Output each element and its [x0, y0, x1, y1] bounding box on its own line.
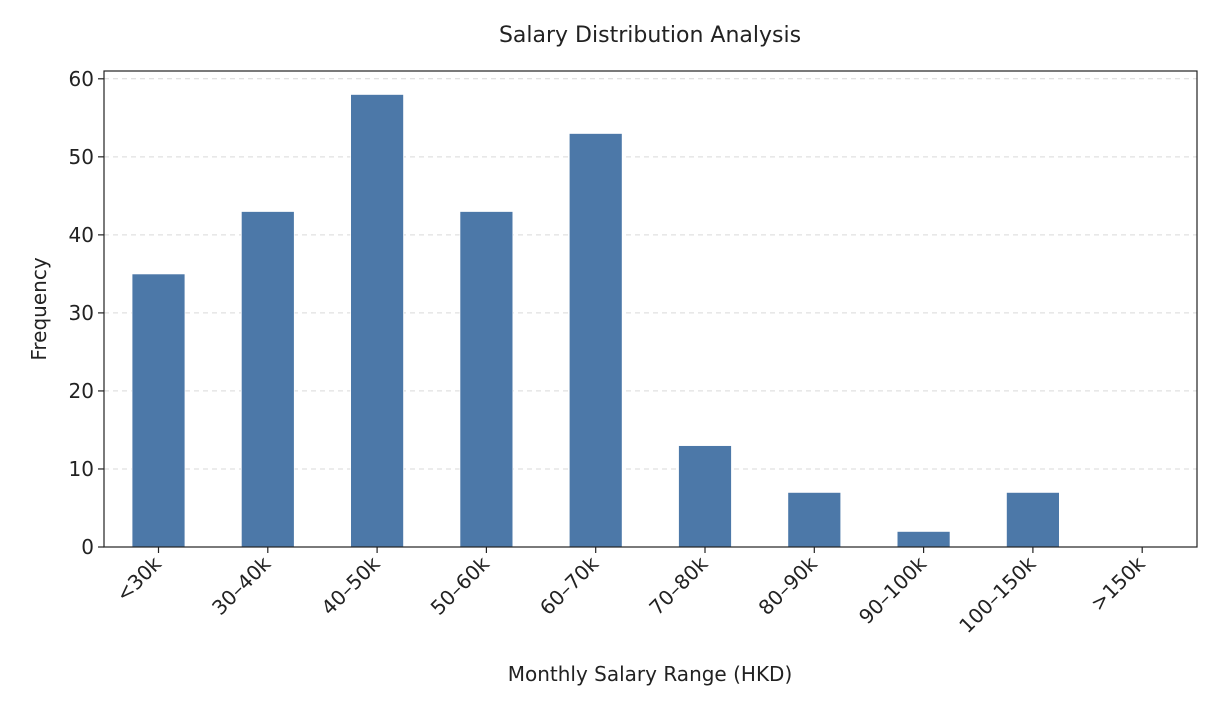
- y-tick-label-2: 20: [69, 379, 94, 403]
- bar-6: [787, 491, 842, 548]
- bar-5: [678, 445, 732, 548]
- x-tick-label-8: 100–150k: [954, 551, 1041, 638]
- bars: [131, 94, 1060, 548]
- x-axis-label: Monthly Salary Range (HKD): [508, 662, 793, 686]
- plot-frame: [103, 70, 1198, 548]
- y-tick-label-4: 40: [69, 223, 94, 247]
- bar-2: [350, 94, 405, 548]
- x-tick-label-1: 30–40k: [207, 551, 276, 620]
- x-axis: <30k 30–40k 40–50k 50–60k 60–70k 70–80k 80–90k…: [111, 547, 1150, 638]
- x-tick-label-2: 40–50k: [316, 551, 385, 620]
- y-tick-label-6: 60: [69, 67, 94, 91]
- y-tick-label-5: 50: [69, 145, 94, 169]
- x-tick-label-5: 70–80k: [644, 551, 713, 620]
- x-tick-label-9: >150k: [1086, 551, 1150, 615]
- y-tick-label-0: 0: [81, 535, 94, 559]
- y-axis-label: Frequency: [27, 257, 51, 360]
- bar-4: [568, 133, 623, 548]
- y-tick-label-3: 30: [69, 301, 94, 325]
- x-tick-label-7: 90–100k: [854, 551, 932, 629]
- x-tick-label-6: 80–90k: [754, 551, 823, 620]
- x-tick-label-0: <30k: [111, 551, 166, 606]
- bar-7: [896, 530, 951, 548]
- y-axis: 0 10 20 30 40 50 60: [69, 67, 104, 559]
- chart-title: Salary Distribution Analysis: [499, 23, 801, 48]
- x-tick-label-4: 60–70k: [535, 551, 604, 620]
- bar-0: [131, 273, 186, 548]
- bar-1: [240, 211, 295, 548]
- bar-8: [1006, 491, 1060, 548]
- bar-3: [459, 211, 514, 548]
- y-tick-label-1: 10: [69, 457, 94, 481]
- x-tick-label-3: 50–60k: [426, 551, 495, 620]
